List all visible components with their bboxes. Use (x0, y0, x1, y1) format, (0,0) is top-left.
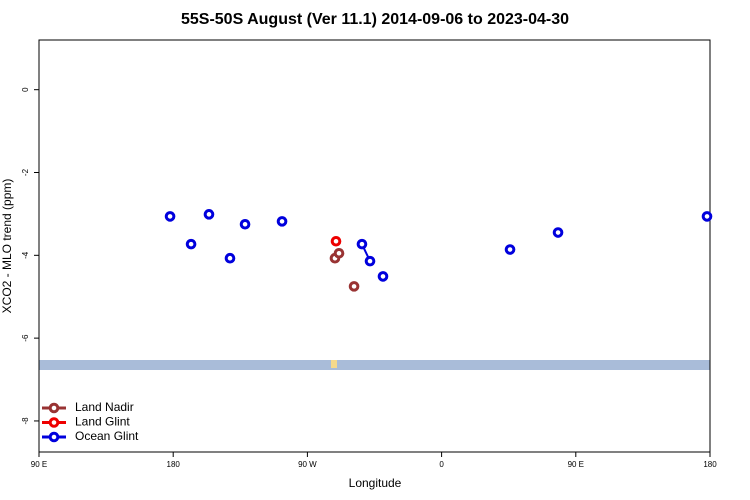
point (239, 218, 251, 230)
legend-marker (48, 431, 60, 443)
point (552, 227, 564, 238)
x-tick-label: 180 (167, 460, 181, 469)
y-tick-label: 0 (21, 87, 30, 92)
point (333, 247, 345, 259)
legend-label: Ocean Glint (75, 429, 139, 443)
point (701, 211, 713, 222)
point (356, 238, 368, 250)
legend-label: Land Nadir (75, 400, 134, 414)
point (377, 271, 389, 282)
legend-marker (48, 417, 60, 428)
x-tick-label: 180 (703, 460, 717, 469)
point (224, 252, 236, 264)
x-tick-label: 90 W (298, 460, 317, 469)
point (330, 235, 342, 247)
land-patch (331, 360, 337, 368)
series-line (362, 216, 707, 261)
x-tick-label: 0 (439, 460, 444, 469)
y-tick-label: -2 (21, 168, 30, 176)
y-tick-label: -8 (21, 417, 30, 425)
point (504, 244, 516, 255)
x-tick-label: 90 E (31, 460, 47, 469)
chart-title: 55S-50S August (Ver 11.1) 2014-09-06 to … (181, 11, 569, 28)
point (185, 238, 197, 250)
y-tick-label: -4 (21, 251, 30, 259)
map-strip (39, 360, 710, 370)
x-tick-label: 90 E (568, 460, 584, 469)
legend-label: Land Glint (75, 415, 130, 429)
point (364, 255, 376, 267)
plot-frame (38, 39, 711, 453)
point (164, 211, 176, 222)
y-axis-label: XCO2 - MLO trend (ppm) (0, 179, 14, 314)
x-axis-label: Longitude (349, 476, 402, 490)
legend-marker (48, 402, 60, 414)
y-tick-label: -6 (21, 334, 30, 342)
point (203, 209, 215, 220)
point (276, 216, 288, 227)
point (348, 281, 360, 292)
